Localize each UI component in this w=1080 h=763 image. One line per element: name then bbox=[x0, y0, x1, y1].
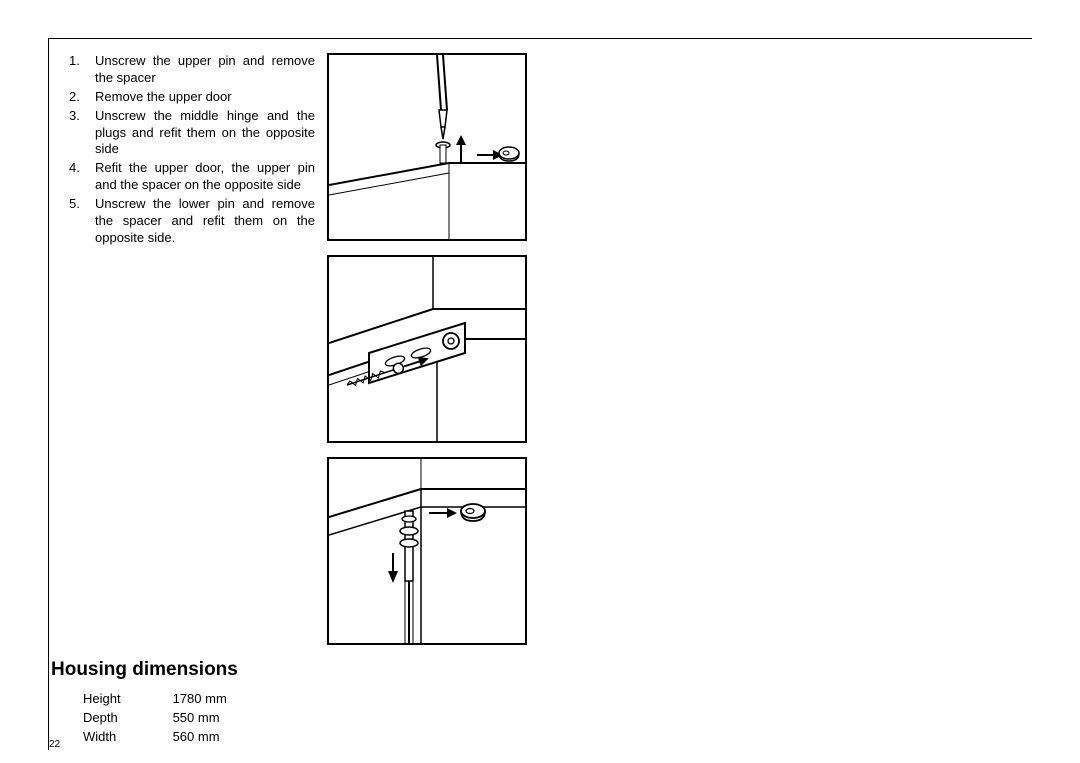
page-frame: 1. Unscrew the upper pin and remove the … bbox=[48, 38, 1032, 750]
list-item: 2. Remove the upper door bbox=[69, 89, 315, 106]
section-heading: Housing dimensions bbox=[51, 659, 1032, 681]
table-row: Width 560 mm bbox=[83, 729, 277, 746]
list-text: Unscrew the upper pin and remove the spa… bbox=[95, 53, 315, 87]
list-item: 5. Unscrew the lower pin and remove the … bbox=[69, 196, 315, 247]
list-item: 4. Refit the upper door, the upper pin a… bbox=[69, 160, 315, 194]
figure-middle-hinge bbox=[327, 255, 527, 443]
figure-column bbox=[327, 53, 527, 645]
figure-lower-pin bbox=[327, 457, 527, 645]
list-item: 1. Unscrew the upper pin and remove the … bbox=[69, 53, 315, 87]
page: 1. Unscrew the upper pin and remove the … bbox=[0, 0, 1080, 763]
list-number: 5. bbox=[69, 196, 95, 247]
figure-upper-pin bbox=[327, 53, 527, 241]
list-number: 3. bbox=[69, 108, 95, 159]
dimensions-table: Height 1780 mm Depth 550 mm Width 560 mm bbox=[81, 689, 279, 748]
dim-label: Height bbox=[83, 691, 171, 708]
dim-label: Width bbox=[83, 729, 171, 746]
list-text: Unscrew the lower pin and remove the spa… bbox=[95, 196, 315, 247]
dim-value: 550 mm bbox=[173, 710, 277, 727]
lower-pin-diagram-icon bbox=[329, 459, 525, 643]
page-number: 22 bbox=[49, 739, 60, 750]
middle-hinge-diagram-icon bbox=[329, 257, 525, 441]
list-text: Refit the upper door, the upper pin and … bbox=[95, 160, 315, 194]
list-number: 2. bbox=[69, 89, 95, 106]
dim-value: 560 mm bbox=[173, 729, 277, 746]
list-text: Unscrew the middle hinge and the plugs a… bbox=[95, 108, 315, 159]
upper-pin-diagram-icon bbox=[329, 55, 525, 239]
dim-value: 1780 mm bbox=[173, 691, 277, 708]
dim-label: Depth bbox=[83, 710, 171, 727]
table-row: Depth 550 mm bbox=[83, 710, 277, 727]
list-text: Remove the upper door bbox=[95, 89, 315, 106]
content-row: 1. Unscrew the upper pin and remove the … bbox=[49, 53, 1032, 645]
list-item: 3. Unscrew the middle hinge and the plug… bbox=[69, 108, 315, 159]
instruction-list: 1. Unscrew the upper pin and remove the … bbox=[69, 53, 315, 249]
list-number: 4. bbox=[69, 160, 95, 194]
table-row: Height 1780 mm bbox=[83, 691, 277, 708]
list-number: 1. bbox=[69, 53, 95, 87]
